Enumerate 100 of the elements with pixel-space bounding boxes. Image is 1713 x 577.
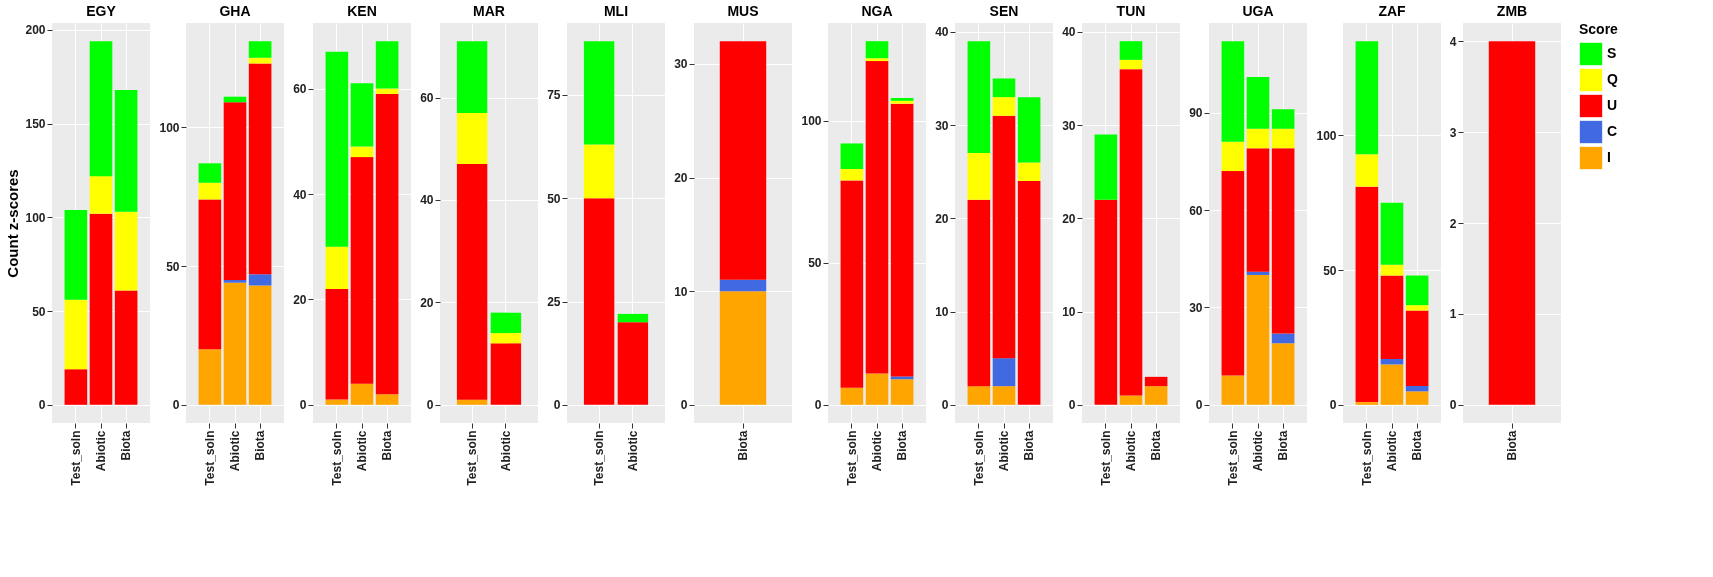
bar — [89, 176, 113, 214]
bar — [89, 41, 113, 177]
bar — [1380, 364, 1404, 405]
chart-title: MAR — [473, 3, 505, 19]
y-tick-label: 0 — [172, 398, 180, 413]
bar — [1405, 391, 1429, 405]
bar — [583, 144, 615, 199]
bar — [992, 386, 1016, 405]
bar — [1119, 395, 1143, 405]
y-tick-label: 0 — [814, 398, 822, 413]
y-tick-label: 40 — [420, 193, 434, 208]
bar — [375, 93, 399, 395]
bar — [456, 399, 488, 405]
bar — [198, 349, 222, 405]
chart-title: MUS — [727, 3, 759, 19]
bar — [583, 41, 615, 145]
y-tick-label: 50 — [808, 256, 822, 271]
bar — [223, 102, 247, 280]
bar — [325, 51, 349, 247]
bar — [840, 180, 864, 388]
x-tick-label: Abiotic — [94, 430, 108, 472]
bar — [719, 41, 767, 280]
chart-title: EGY — [86, 3, 117, 19]
y-tick-label: 2 — [1449, 216, 1457, 231]
x-tick-label: Test_soln — [1098, 430, 1113, 486]
bar — [350, 83, 374, 147]
bar — [1017, 181, 1041, 405]
y-tick-label: 150 — [25, 117, 46, 132]
chart-title: SEN — [989, 3, 1019, 19]
y-tick-label: 50 — [166, 259, 180, 274]
legend-label: Q — [1607, 71, 1618, 87]
chart-title: ZMB — [1496, 3, 1528, 19]
x-tick-label: Abiotic — [498, 430, 513, 472]
bar — [1119, 69, 1143, 396]
bar — [375, 88, 399, 94]
bar — [992, 97, 1016, 116]
y-tick-label: 30 — [1062, 118, 1076, 133]
bar — [198, 199, 222, 350]
x-tick-label: Test_soln — [971, 430, 986, 486]
bar — [617, 322, 649, 405]
bar — [1355, 41, 1379, 155]
bar — [865, 373, 889, 405]
x-tick-label: Test_soln — [1225, 430, 1240, 486]
y-tick-label: 0 — [941, 398, 949, 413]
y-tick-label: 60 — [293, 82, 307, 97]
legend-label: C — [1607, 123, 1618, 139]
x-tick-label: Biota — [1276, 430, 1291, 461]
chart-title: UGA — [1242, 3, 1274, 19]
chart-title: NGA — [861, 3, 893, 19]
y-tick-label: 0 — [1195, 398, 1203, 413]
y-tick-label: 0 — [1329, 398, 1337, 413]
bar — [490, 333, 522, 344]
bar — [350, 157, 374, 384]
x-tick-label: Biota — [736, 430, 750, 461]
bar — [1094, 134, 1118, 200]
bar — [719, 279, 767, 292]
bar — [583, 198, 615, 405]
y-tick-label: 0 — [426, 398, 434, 413]
y-tick-label: 30 — [674, 57, 688, 72]
bar — [1094, 199, 1118, 405]
bar — [1017, 97, 1041, 163]
chart-title: ZAF — [1378, 3, 1407, 19]
bar — [223, 282, 247, 405]
bar — [198, 182, 222, 200]
y-tick-label: 50 — [547, 191, 561, 206]
y-tick-label: 0 — [1449, 398, 1457, 413]
legend-label: I — [1607, 149, 1611, 165]
bar — [1144, 376, 1168, 387]
bar — [1405, 305, 1429, 311]
y-tick-label: 100 — [159, 120, 180, 135]
bar — [1221, 141, 1245, 172]
y-tick-label: 90 — [1189, 106, 1203, 121]
y-tick-label: 200 — [25, 23, 46, 38]
x-tick-label: Biota — [1505, 430, 1519, 461]
bar — [350, 383, 374, 405]
x-tick-label: Test_soln — [592, 430, 607, 486]
y-tick-label: 0 — [299, 398, 307, 413]
y-tick-label: 60 — [420, 91, 434, 106]
bar — [248, 285, 272, 405]
bar — [1380, 359, 1404, 365]
bar — [1144, 386, 1168, 405]
y-tick-label: 0 — [38, 398, 46, 413]
bar — [1221, 375, 1245, 405]
bar — [967, 199, 991, 387]
bar — [865, 41, 889, 59]
bar — [1119, 59, 1143, 70]
bar — [1246, 76, 1270, 129]
bar — [64, 299, 88, 370]
bar — [456, 41, 488, 113]
y-tick-label: 20 — [420, 295, 434, 310]
bar — [1221, 171, 1245, 376]
y-tick-label: 50 — [1323, 263, 1337, 278]
legend-label: U — [1607, 97, 1618, 113]
y-tick-label: 50 — [32, 304, 46, 319]
x-tick-label: Test_soln — [202, 430, 217, 486]
x-tick-label: Biota — [1022, 430, 1037, 461]
x-tick-label: Abiotic — [355, 430, 369, 472]
bar — [617, 313, 649, 323]
bar — [1271, 128, 1295, 149]
bar — [248, 274, 272, 286]
